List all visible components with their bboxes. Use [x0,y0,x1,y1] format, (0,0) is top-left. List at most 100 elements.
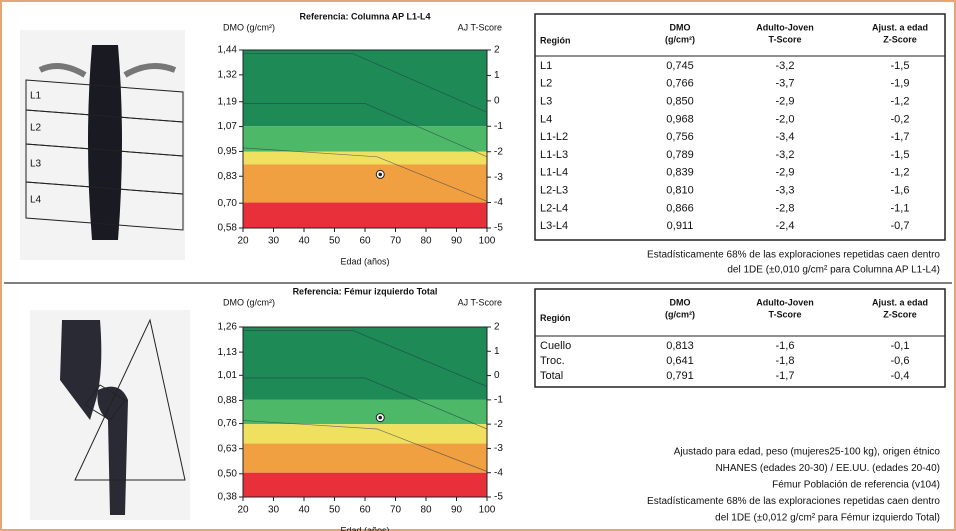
table-cell: -1,1 [891,202,910,214]
y-tick-label: 0,38 [218,492,238,503]
note: Ajustado para edad, peso (mujeres25-100 … [674,447,941,458]
table-cell: 0,791 [666,370,694,382]
y2-tick-label: -2 [494,419,503,430]
table-header: Adulto-Joven [756,22,814,32]
table-cell: -1,7 [891,131,910,143]
y-axis-label: DMO (g/cm²) [223,297,275,307]
note: NHANES (edades 20-30) / EE.UU. (edades 2… [715,463,940,474]
table-cell: L1 [540,60,552,72]
reference-curve [243,377,488,430]
table-cell: L1-L3 [540,149,568,161]
table-cell: Cuello [540,340,571,352]
table-cell: -2,0 [776,113,795,125]
table-cell: 0,810 [666,185,694,197]
zone [243,424,487,444]
note: Fémur Población de referencia (v104) [772,480,940,491]
table-cell: 0,789 [666,149,694,161]
y-tick-label: 1,07 [218,121,238,132]
spine-shape [88,45,122,240]
x-tick-label: 20 [237,505,249,516]
table-cell: L2-L3 [540,185,568,197]
reference-curve [243,53,488,113]
y2-tick-label: 2 [494,322,500,333]
table-cell: 0,839 [666,167,694,179]
reference-curve [242,147,488,202]
zone [243,443,487,473]
hip-image [30,310,190,520]
table-header: (g/cm²) [665,34,695,44]
roi [25,181,184,231]
zone [243,126,487,152]
y-tick-label: 1,44 [218,45,238,56]
y2-axis-label: AJ T-Score [458,22,502,32]
table-cell: -1,5 [891,149,910,161]
table-cell: -1,9 [891,78,910,90]
table-cell: -1,6 [776,340,795,352]
table-cell: -1,7 [776,370,795,382]
table-cell: 0,866 [666,202,694,214]
x-tick-label: 100 [479,236,496,247]
y2-tick-label: 2 [494,45,500,56]
x-axis-label: Edad (años) [340,525,389,531]
y-tick-label: 0,63 [218,443,238,454]
y2-tick-label: -5 [494,223,503,234]
table-header: Ajust. a edad [872,297,928,307]
y2-tick-label: -3 [494,443,503,454]
vertebra-label: L4 [30,195,42,206]
x-tick-label: 80 [420,236,432,247]
zone [243,164,487,203]
x-tick-label: 50 [329,236,341,247]
table-cell: -2,8 [776,202,795,214]
x-tick-label: 60 [359,236,371,247]
x-tick-label: 60 [359,505,371,516]
x-tick-label: 30 [268,236,280,247]
y2-tick-label: 0 [494,370,500,381]
roi [84,384,126,421]
table-cell: -2,9 [776,167,795,179]
y-tick-label: 1,19 [218,96,238,107]
x-tick-label: 90 [451,505,463,516]
y-tick-label: 0,70 [218,198,238,209]
note: Estadísticamente 68% de las exploracione… [647,250,940,261]
spine-image [20,30,185,260]
table-cell: -2,9 [776,96,795,108]
table-header: Z-Score [883,34,917,44]
table-cell: -3,2 [776,149,795,161]
table-cell: Total [540,370,563,382]
chart-title: Referencia: Fémur izquierdo Total [293,286,438,296]
y2-tick-label: -3 [494,172,503,183]
y-tick-label: 1,01 [218,370,238,381]
y-tick-label: 1,32 [218,69,238,80]
y2-axis-label: AJ T-Score [458,297,502,307]
y-axis-label: DMO (g/cm²) [223,22,275,32]
table-cell: -0,7 [891,220,910,232]
table-cell: 0,968 [666,113,694,125]
vertebra-label: L2 [30,123,42,134]
table-header: Región [540,35,571,45]
table-cell: -0,6 [891,355,910,367]
y2-tick-label: 1 [494,346,500,357]
table-cell: L2 [540,78,552,90]
zone [243,472,487,497]
zone [243,151,487,165]
y-tick-label: 0,76 [218,418,238,429]
x-tick-label: 50 [329,505,341,516]
table-cell: -2,4 [776,220,795,232]
x-tick-label: 30 [268,505,280,516]
x-tick-label: 100 [479,505,496,516]
y-tick-label: 0,95 [218,146,238,157]
table-frame [534,288,946,388]
note: Estadísticamente 68% de las exploracione… [647,496,940,507]
table-cell: -1,2 [891,167,910,179]
table-cell: 0,911 [667,220,694,232]
table-cell: L4 [540,113,552,125]
table-cell: -1,6 [891,185,910,197]
y-tick-label: 0,83 [218,171,238,182]
x-tick-label: 40 [298,505,310,516]
x-tick-label: 20 [237,236,249,247]
table-cell: 0,756 [666,131,694,143]
note: del 1DE (±0,010 g/cm² para Columna AP L1… [727,265,940,276]
table-cell: 0,641 [666,355,694,367]
roi [74,318,186,481]
